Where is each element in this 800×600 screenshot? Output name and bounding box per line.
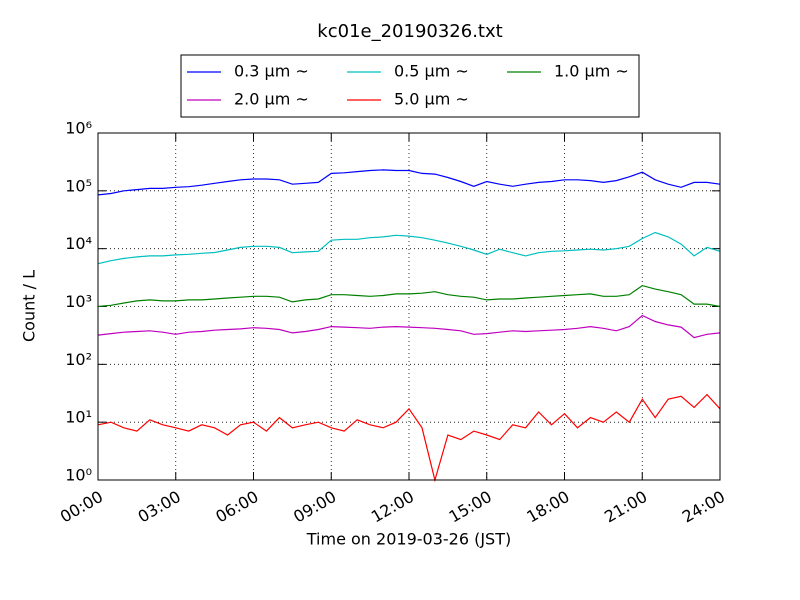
legend-label: 2.0 μm ~ <box>234 90 309 109</box>
y-tick-label: 10³ <box>65 292 92 311</box>
legend-label: 5.0 μm ~ <box>394 90 469 109</box>
series-line <box>97 393 721 483</box>
y-tick-label: 10⁵ <box>65 176 92 195</box>
y-tick-label: 10² <box>65 350 92 369</box>
y-tick-label: 10¹ <box>65 408 92 427</box>
legend-box <box>180 54 640 118</box>
chart-title: kc01e_20190326.txt <box>317 21 502 42</box>
plot-frame <box>97 132 721 481</box>
y-tick-label: 10⁰ <box>65 466 92 485</box>
series-line <box>97 231 721 265</box>
series-line <box>97 284 721 308</box>
x-axis-label: Time on 2019-03-26 (JST) <box>306 530 511 549</box>
series-line <box>97 169 721 196</box>
legend-label: 0.5 μm ~ <box>394 62 469 81</box>
legend-label: 1.0 μm ~ <box>554 62 629 81</box>
y-tick-label: 10⁴ <box>65 234 92 253</box>
series-line <box>97 314 721 339</box>
legend-label: 0.3 μm ~ <box>234 62 309 81</box>
y-axis-label: Count / L <box>20 270 39 342</box>
y-tick-label: 10⁶ <box>65 119 92 138</box>
